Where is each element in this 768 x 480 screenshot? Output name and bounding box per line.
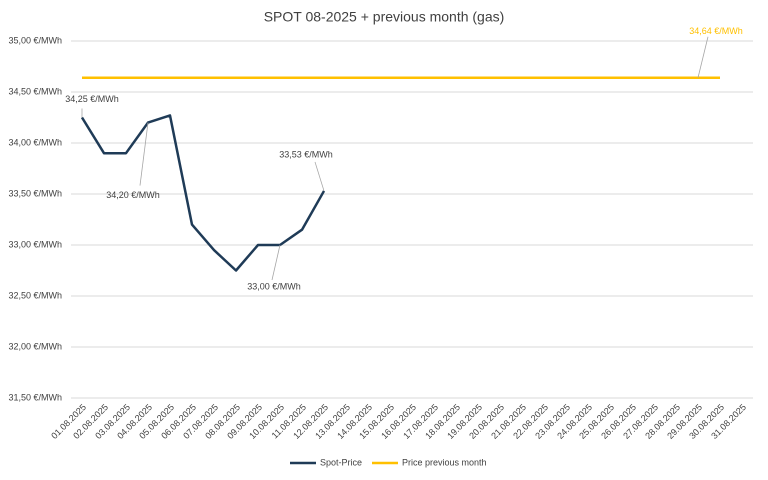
- leader-line: [271, 244, 281, 281]
- leader-line: [697, 36, 709, 78]
- chart-title: SPOT 08-2025 + previous month (gas): [264, 9, 505, 25]
- legend-label: Spot-Price: [320, 457, 362, 467]
- y-tick-label: 32,50 €/MWh: [8, 290, 62, 300]
- y-tick-label: 34,00 €/MWh: [8, 137, 62, 147]
- data-label: 34,25 €/MWh: [65, 94, 119, 104]
- y-tick-label: 31,50 €/MWh: [8, 392, 62, 402]
- y-tick-label: 35,00 €/MWh: [8, 35, 62, 45]
- data-label: 33,00 €/MWh: [247, 281, 301, 291]
- y-tick-label: 33,50 €/MWh: [8, 188, 62, 198]
- data-label: 33,53 €/MWh: [279, 149, 333, 159]
- leader-line: [139, 122, 149, 186]
- leader-line: [314, 161, 325, 192]
- y-tick-label: 34,50 €/MWh: [8, 86, 62, 96]
- data-label: 34,20 €/MWh: [106, 190, 160, 200]
- y-tick-label: 32,00 €/MWh: [8, 341, 62, 351]
- y-tick-label: 33,00 €/MWh: [8, 239, 62, 249]
- legend-label: Price previous month: [402, 457, 487, 467]
- series-line: [80, 114, 326, 272]
- data-label: 34,64 €/MWh: [689, 26, 743, 36]
